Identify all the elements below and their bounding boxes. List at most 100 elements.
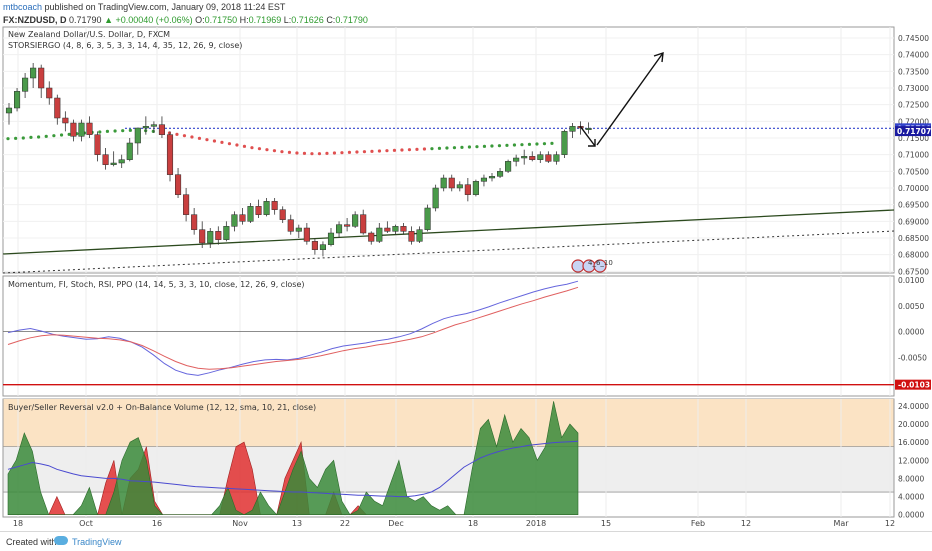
candle-up[interactable] (22, 77, 29, 92)
candle-up[interactable] (247, 206, 254, 222)
candle-down[interactable] (215, 231, 222, 240)
candle-down[interactable] (271, 201, 278, 210)
ma-dot (235, 143, 239, 147)
candle-up[interactable] (472, 181, 479, 195)
x-axis-tick-label: 12 (885, 519, 895, 528)
candle-down[interactable] (384, 227, 391, 232)
candle-down[interactable] (54, 97, 61, 119)
candle-down[interactable] (102, 154, 109, 165)
ma-dot (430, 147, 434, 151)
x-axis-tick-label: 2018 (526, 519, 546, 528)
candle-up[interactable] (14, 91, 21, 109)
candle-up[interactable] (488, 176, 496, 179)
candle-down[interactable] (408, 231, 415, 242)
y-axis-tick-label: 12.0000 (898, 456, 929, 465)
candle-up[interactable] (78, 122, 85, 137)
candle-down[interactable] (191, 214, 198, 230)
candle-down[interactable] (545, 154, 552, 162)
candle-up[interactable] (424, 207, 431, 230)
candle-up[interactable] (118, 159, 125, 164)
candle-up[interactable] (376, 227, 383, 242)
candle-down[interactable] (158, 124, 165, 135)
ma-dot-green (121, 129, 125, 133)
earnings-badge-label: 4_6_10 (588, 259, 613, 267)
ma-dot (302, 151, 307, 155)
ma-dot (332, 151, 337, 155)
ma-dot-green (67, 132, 71, 136)
candle-up[interactable] (440, 177, 447, 189)
candle-up[interactable] (207, 231, 214, 244)
ma-dot (325, 151, 329, 155)
candle-up[interactable] (231, 214, 238, 227)
earnings-flag-icon[interactable]: 4_6_10 (571, 259, 613, 273)
candle-down[interactable] (175, 174, 182, 195)
candle-down[interactable] (360, 214, 367, 234)
candle-down[interactable] (38, 67, 45, 89)
candle-up[interactable] (319, 244, 326, 250)
candle-up[interactable] (5, 107, 13, 114)
candle-up[interactable] (416, 229, 423, 242)
candle-up[interactable] (336, 224, 343, 234)
candle-down[interactable] (183, 194, 190, 215)
candle-down[interactable] (311, 241, 318, 250)
ma-dot-green (6, 137, 10, 141)
candle-down[interactable] (86, 122, 93, 135)
candle-down[interactable] (199, 229, 206, 244)
candle-up[interactable] (569, 126, 576, 132)
price-label-box (895, 126, 931, 137)
ma-dot (542, 142, 547, 146)
candle-down[interactable] (239, 214, 246, 222)
up-arrow-icon: ▲ (104, 15, 113, 25)
candle-up[interactable] (392, 226, 399, 232)
candle-up[interactable] (263, 201, 270, 215)
candle-up[interactable] (505, 161, 512, 172)
candle-up[interactable] (432, 187, 439, 209)
candle-up[interactable] (521, 156, 528, 159)
candle-up[interactable] (110, 162, 117, 165)
candle-down[interactable] (70, 122, 77, 137)
candle-down[interactable] (94, 134, 101, 155)
candle-up[interactable] (30, 67, 37, 79)
candle-up[interactable] (223, 226, 230, 240)
candle-down[interactable] (279, 209, 286, 220)
candle-down[interactable] (62, 117, 69, 124)
candle-down[interactable] (400, 226, 407, 232)
ma-dot (527, 142, 532, 146)
candle-down[interactable] (303, 227, 310, 242)
candle-up[interactable] (327, 232, 335, 245)
candle-up[interactable] (585, 128, 592, 130)
ma-dot (400, 148, 404, 152)
candle-up[interactable] (142, 126, 149, 129)
candle-down[interactable] (368, 232, 375, 242)
candle-up[interactable] (537, 154, 544, 160)
candle-up[interactable] (352, 214, 359, 227)
candle-up[interactable] (513, 157, 520, 162)
candle-down[interactable] (464, 184, 471, 195)
candle-down[interactable] (166, 134, 174, 175)
candle-up[interactable] (553, 154, 560, 162)
candle-down[interactable] (255, 206, 262, 215)
ma-dot (287, 150, 292, 154)
candle-up[interactable] (150, 124, 157, 127)
candle-down[interactable] (448, 177, 455, 189)
candle-up[interactable] (295, 227, 302, 232)
candle-up[interactable] (126, 142, 133, 160)
candle-down[interactable] (46, 87, 53, 99)
candle-up[interactable] (456, 184, 463, 189)
tradingview-brand[interactable]: TradingView (72, 537, 122, 547)
ma-dot-green (128, 128, 132, 132)
candle-up[interactable] (497, 171, 504, 177)
author-link[interactable]: mtbcoach (3, 2, 43, 12)
y-axis-tick-label: 0.67500 (898, 267, 929, 276)
ma-dot (295, 151, 299, 155)
candle-down[interactable] (344, 224, 351, 227)
candle-up[interactable] (561, 131, 568, 155)
candle-up[interactable] (480, 177, 487, 182)
x-axis-tick-label: Mar (833, 519, 849, 528)
candle-down[interactable] (287, 219, 294, 232)
candle-up[interactable] (134, 127, 141, 144)
candle-down[interactable] (529, 156, 536, 160)
chart-canvas[interactable]: 18 Oct 16 Nov 13 22 Dec 18 2018 15 Feb 12 Mar 12 0.745… (0, 0, 932, 531)
forecast-arrow-drawing[interactable] (579, 51, 664, 147)
ma-dot-green (59, 133, 64, 137)
